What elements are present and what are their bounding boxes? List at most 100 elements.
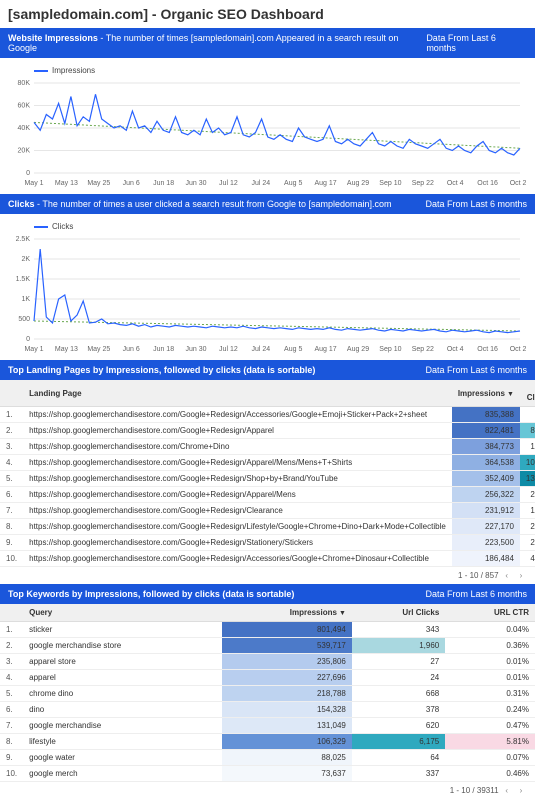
table-row[interactable]: 9.https://shop.googlemerchandisestore.co… — [0, 535, 535, 551]
row-rank: 2. — [0, 638, 23, 654]
row-rank: 1. — [0, 407, 23, 423]
row-impressions: 235,806 — [222, 654, 352, 670]
row-query: apparel — [23, 670, 222, 686]
table-row[interactable]: 3.https://shop.googlemerchandisestore.co… — [0, 439, 535, 455]
col-rank[interactable] — [0, 604, 23, 622]
svg-text:Jun 6: Jun 6 — [123, 346, 140, 353]
row-query: chrome dino — [23, 686, 222, 702]
row-clicks: 8,444 — [520, 423, 535, 439]
col-url-clicks[interactable]: Url Clicks — [352, 604, 445, 622]
landing-table: Landing Page Impressions▼ Url Clicks 1.h… — [0, 380, 535, 567]
table-row[interactable]: 2.google merchandise store539,7171,9600.… — [0, 638, 535, 654]
row-ctr: 0.04% — [445, 622, 535, 638]
table-row[interactable]: 10.google merch73,6373370.46% — [0, 766, 535, 782]
table-row[interactable]: 7.https://shop.googlemerchandisestore.co… — [0, 503, 535, 519]
svg-text:Sep 22: Sep 22 — [412, 346, 434, 353]
clicks-desc: - The number of times a user clicked a s… — [35, 199, 392, 209]
svg-text:May 25: May 25 — [87, 346, 110, 353]
row-impressions: 822,481 — [452, 423, 520, 439]
row-rank: 8. — [0, 734, 23, 750]
col-url-ctr[interactable]: URL CTR — [445, 604, 535, 622]
row-rank: 10. — [0, 551, 23, 567]
next-page-icon[interactable]: › — [515, 786, 527, 795]
row-ctr: 0.24% — [445, 702, 535, 718]
clicks-title: Clicks — [8, 199, 35, 209]
row-url: https://shop.googlemerchandisestore.com/… — [23, 551, 452, 567]
col-landing-page[interactable]: Landing Page — [23, 380, 452, 407]
table-row[interactable]: 9.google water88,025640.07% — [0, 750, 535, 766]
pagination-text: 1 - 10 / 857 — [458, 571, 498, 580]
svg-text:500: 500 — [18, 316, 30, 323]
row-clicks: 1,296 — [520, 503, 535, 519]
table-row[interactable]: 6.https://shop.googlemerchandisestore.co… — [0, 487, 535, 503]
row-clicks: 378 — [352, 702, 445, 718]
row-clicks: 620 — [352, 718, 445, 734]
row-clicks: 13,130 — [520, 471, 535, 487]
prev-page-icon[interactable]: ‹ — [501, 571, 513, 580]
table-row[interactable]: 5.chrome dino218,7886680.31% — [0, 686, 535, 702]
svg-text:May 13: May 13 — [55, 180, 78, 187]
row-rank: 5. — [0, 686, 23, 702]
page-title: [sampledomain.com] - Organic SEO Dashboa… — [0, 0, 535, 28]
table-row[interactable]: 1.sticker801,4943430.04% — [0, 622, 535, 638]
impressions-chart: Impressions 020K40K60K80KMay 1May 13May … — [0, 58, 535, 194]
row-rank: 2. — [0, 423, 23, 439]
table-row[interactable]: 8.lifestyle106,3296,1755.81% — [0, 734, 535, 750]
prev-page-icon[interactable]: ‹ — [501, 786, 513, 795]
svg-text:Oct 4: Oct 4 — [447, 180, 464, 187]
col-impressions[interactable]: Impressions▼ — [452, 380, 520, 407]
table-row[interactable]: 2.https://shop.googlemerchandisestore.co… — [0, 423, 535, 439]
row-impressions: 384,773 — [452, 439, 520, 455]
row-query: google water — [23, 750, 222, 766]
row-query: apparel store — [23, 654, 222, 670]
table-row[interactable]: 4.apparel227,696240.01% — [0, 670, 535, 686]
table-row[interactable]: 3.apparel store235,806270.01% — [0, 654, 535, 670]
row-url: https://shop.googlemerchandisestore.com/… — [23, 407, 452, 423]
keywords-table: Query Impressions▼ Url Clicks URL CTR 1.… — [0, 604, 535, 782]
svg-text:Jul 12: Jul 12 — [219, 180, 238, 187]
col-impressions[interactable]: Impressions▼ — [222, 604, 352, 622]
impressions-title: Website Impressions — [8, 33, 98, 43]
svg-text:Jun 18: Jun 18 — [153, 180, 174, 187]
row-rank: 9. — [0, 750, 23, 766]
svg-text:Aug 5: Aug 5 — [284, 346, 302, 353]
row-impressions: 352,409 — [452, 471, 520, 487]
row-rank: 3. — [0, 654, 23, 670]
col-rank[interactable] — [0, 380, 23, 407]
table-row[interactable]: 5.https://shop.googlemerchandisestore.co… — [0, 471, 535, 487]
row-query: lifestyle — [23, 734, 222, 750]
svg-text:20K: 20K — [18, 148, 31, 155]
table-row[interactable]: 1.https://shop.googlemerchandisestore.co… — [0, 407, 535, 423]
svg-text:Jul 24: Jul 24 — [251, 180, 270, 187]
row-impressions: 364,538 — [452, 455, 520, 471]
table-row[interactable]: 7.google merchandise131,0496200.47% — [0, 718, 535, 734]
col-query[interactable]: Query — [23, 604, 222, 622]
row-rank: 9. — [0, 535, 23, 551]
row-ctr: 0.46% — [445, 766, 535, 782]
col-url-clicks[interactable]: Url Clicks — [520, 380, 535, 407]
sort-desc-icon: ▼ — [339, 610, 346, 617]
row-url: https://shop.googlemerchandisestore.com/… — [23, 535, 452, 551]
row-clicks: 343 — [352, 622, 445, 638]
row-impressions: 227,170 — [452, 519, 520, 535]
landing-daterange: Data From Last 6 months — [425, 365, 527, 375]
clicks-chart: Clicks 05001K1.5K2K2.5KMay 1May 13May 25… — [0, 214, 535, 360]
row-rank: 7. — [0, 718, 23, 734]
row-clicks: 2,348 — [520, 487, 535, 503]
table-row[interactable]: 10.https://shop.googlemerchandisestore.c… — [0, 551, 535, 567]
row-url: https://shop.googlemerchandisestore.com/… — [23, 455, 452, 471]
svg-text:Oct 16: Oct 16 — [477, 180, 498, 187]
landing-pagination: 1 - 10 / 857 ‹ › — [0, 567, 535, 584]
table-row[interactable]: 8.https://shop.googlemerchandisestore.co… — [0, 519, 535, 535]
row-impressions: 106,329 — [222, 734, 352, 750]
row-ctr: 0.01% — [445, 654, 535, 670]
table-row[interactable]: 4.https://shop.googlemerchandisestore.co… — [0, 455, 535, 471]
table-row[interactable]: 6.dino154,3283780.24% — [0, 702, 535, 718]
row-clicks: 6,175 — [352, 734, 445, 750]
next-page-icon[interactable]: › — [515, 571, 527, 580]
svg-text:Sep 10: Sep 10 — [379, 180, 401, 187]
row-rank: 3. — [0, 439, 23, 455]
svg-text:Oct 28: Oct 28 — [510, 180, 526, 187]
row-url: https://shop.googlemerchandisestore.com/… — [23, 471, 452, 487]
svg-text:Oct 16: Oct 16 — [477, 346, 498, 353]
